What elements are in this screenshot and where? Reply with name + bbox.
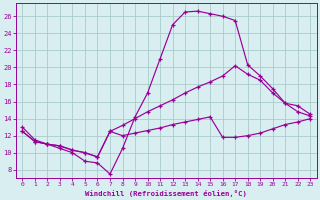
X-axis label: Windchill (Refroidissement éolien,°C): Windchill (Refroidissement éolien,°C) bbox=[85, 190, 247, 197]
